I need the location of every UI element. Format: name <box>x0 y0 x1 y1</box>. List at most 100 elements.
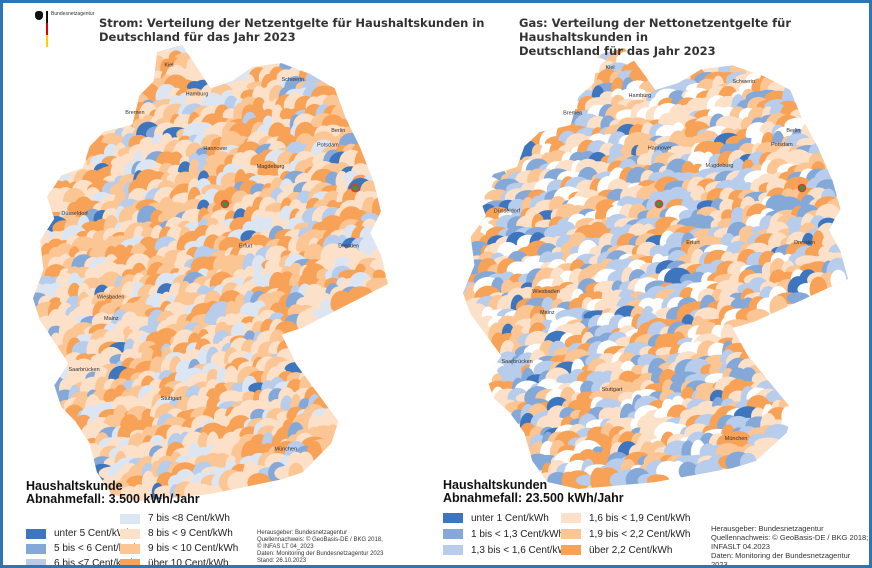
legend-item: über 10 Cent/kWh <box>120 556 238 568</box>
legend-label: 1 bis < 1,3 Cent/kWh <box>471 528 565 540</box>
city-label: Stuttgart <box>602 387 623 393</box>
credit-line: Herausgeber: Bundesnetzagentur <box>711 524 824 533</box>
strom-map: Kiel Schwerin Hamburg Bremen Berlin Potsdam Ha… <box>33 45 388 502</box>
city-label: Bremen <box>125 110 144 116</box>
gas-credits: Herausgeber: Bundesnetzagentur Quellennac… <box>711 524 869 568</box>
city-label: Magdeburg <box>257 164 285 170</box>
region-patch <box>746 308 771 325</box>
legend-label: unter 1 Cent/kWh <box>471 512 549 524</box>
city-label: Stuttgart <box>161 396 182 402</box>
credit-line: Stand: 26.10.2023 <box>257 558 307 564</box>
legend-item: 1,3 bis < 1,6 Cent/kWh <box>443 542 572 558</box>
region-patch <box>247 473 271 493</box>
region-patch <box>296 310 315 335</box>
legend-label: unter 5 Cent/kWh <box>54 528 132 539</box>
logo: Bundesnetzagentur <box>33 9 123 49</box>
city-label: Magdeburg <box>706 163 734 169</box>
location-marker <box>220 199 230 209</box>
legend-swatch <box>443 545 463 555</box>
legend-label: 7 bis <8 Cent/kWh <box>148 513 230 524</box>
gas-legend-col1: unter 1 Cent/kWh 1 bis < 1,3 Cent/kWh 1,3 … <box>443 510 572 558</box>
legend-swatch <box>26 558 46 565</box>
legend-item: 9 bis < 10 Cent/kWh <box>120 541 238 556</box>
location-marker <box>654 199 664 209</box>
eagle-icon <box>35 11 43 20</box>
legend-swatch <box>561 545 581 555</box>
legend-label: über 10 Cent/kWh <box>148 558 229 568</box>
strom-title: Strom: Verteilung der Netzentgelte für H… <box>99 16 485 44</box>
legend-item: 6 bis <7 Cent/kWh <box>26 556 139 565</box>
legend-label: 8 bis < 9 Cent/kWh <box>148 528 233 539</box>
legend-label: 9 bis < 10 Cent/kWh <box>148 543 239 554</box>
region-patch <box>694 459 722 483</box>
credit-line: Quellennachweis: © GeoBasis-DE / BKG 201… <box>711 533 869 542</box>
legend-label: 5 bis < 6 Cent/kWh <box>54 543 139 554</box>
legend-swatch <box>26 543 46 554</box>
region-patch <box>830 269 847 291</box>
legend-swatch <box>561 513 581 523</box>
strom-legend-title: Haushaltskunde Abnahmefall: 3.500 kWh/Ja… <box>26 479 200 506</box>
legend-swatch <box>26 528 46 539</box>
region-patch <box>731 117 745 133</box>
legend-item: 7 bis <8 Cent/kWh <box>120 511 238 526</box>
legend-swatch <box>120 513 140 524</box>
gas-legend-col2: 1,6 bis < 1,9 Cent/kWh 1,9 bis < 2,2 Cent… <box>561 510 690 558</box>
legend-swatch <box>443 529 463 539</box>
credit-line: Quellennachweis: © GeoBasis-DE / BKG 201… <box>257 537 383 543</box>
legend-swatch <box>120 543 140 554</box>
legend-swatch <box>443 513 463 523</box>
city-label: Potsdam <box>771 142 793 148</box>
credit-line: INFASLT 04.2023 <box>711 542 770 551</box>
legend-item: unter 5 Cent/kWh <box>26 526 139 541</box>
city-label: Düsseldorf <box>61 211 88 217</box>
city-label: Berlin <box>786 128 800 134</box>
city-label: Bremen <box>563 111 582 117</box>
city-label: München <box>274 446 297 452</box>
legend-item: unter 1 Cent/kWh <box>443 510 572 526</box>
credit-line: Daten: Monitoring der Bundesnetzagentur … <box>711 551 851 568</box>
legend-label: 1,3 bis < 1,6 Cent/kWh <box>471 544 573 556</box>
credit-line: Daten: Monitoring der Bundesnetzagentur … <box>257 551 384 557</box>
city-label: München <box>725 436 748 442</box>
region-patch <box>786 292 811 305</box>
gas-map: Kiel Schwerin Hamburg Bremen Berlin Potsdam Ha… <box>463 48 848 489</box>
city-label: Wiesbaden <box>532 289 560 295</box>
region-patch <box>288 462 304 484</box>
region-patch <box>330 290 354 318</box>
legend-item: 8 bis < 9 Cent/kWh <box>120 526 238 541</box>
legend-label: 1,9 bis < 2,2 Cent/kWh <box>589 528 691 540</box>
legend-swatch <box>120 558 140 565</box>
region-patch <box>769 295 788 320</box>
region-patch <box>312 307 335 320</box>
city-label: Erfurt <box>686 240 700 246</box>
legend-swatch <box>120 528 140 539</box>
city-label: Dresden <box>338 244 359 250</box>
city-label: Saarbrücken <box>502 359 533 365</box>
region-patch <box>809 276 828 302</box>
city-label: Mainz <box>540 310 555 316</box>
maps-svg: Kiel Schwerin Hamburg Bremen Berlin Potsdam Ha… <box>33 45 848 502</box>
region-patch <box>203 485 223 499</box>
city-label: Saarbrücken <box>69 367 100 373</box>
legend-item: 1,6 bis < 1,9 Cent/kWh <box>561 510 690 526</box>
city-label: Potsdam <box>317 142 339 148</box>
legend-swatch <box>561 529 581 539</box>
city-label: Hannover <box>648 146 672 152</box>
city-label: Hannover <box>203 146 227 152</box>
legend-item: 1 bis < 1,3 Cent/kWh <box>443 526 572 542</box>
strom-legend-col1: unter 5 Cent/kWh 5 bis < 6 Cent/kWh 6 bis … <box>26 526 139 565</box>
city-label: Kiel <box>164 63 173 69</box>
region-patch <box>740 452 757 472</box>
city-label: Mainz <box>104 316 119 322</box>
legend-label: 1,6 bis < 1,9 Cent/kWh <box>589 512 691 524</box>
city-label: Dresden <box>794 240 815 246</box>
city-label: Schwerin <box>733 79 756 85</box>
flag-stripe <box>46 11 48 47</box>
city-label: Düsseldorf <box>494 209 521 215</box>
city-label: Hamburg <box>629 93 652 99</box>
city-label: Schwerin <box>282 77 305 83</box>
legend-item: 1,9 bis < 2,2 Cent/kWh <box>561 526 690 542</box>
city-label: Hamburg <box>186 92 209 98</box>
city-label: Kiel <box>605 65 614 71</box>
